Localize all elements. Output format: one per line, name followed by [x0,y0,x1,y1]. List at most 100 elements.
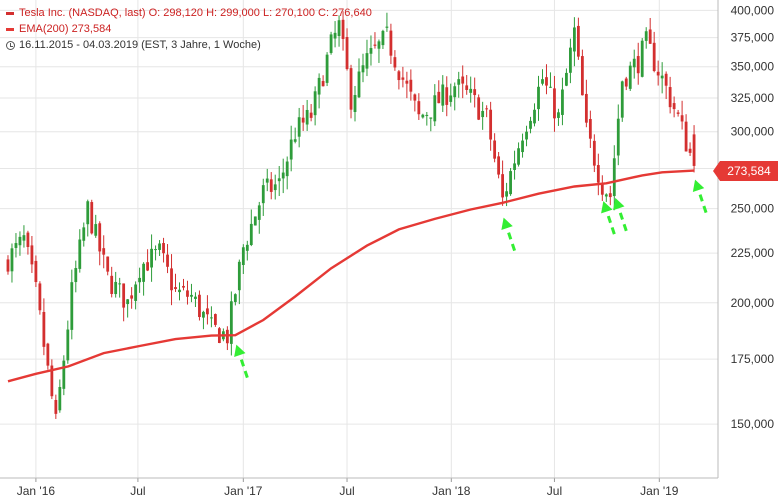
candle-body [194,296,197,299]
arrow-annotation [234,344,249,379]
candle-body [229,301,233,344]
candle-body [293,139,297,142]
candle-body [265,178,269,183]
candle-body [22,235,26,241]
candle-body [245,244,249,251]
candle-body [373,44,377,46]
candle-body [429,117,433,119]
candle-body [533,109,536,124]
candle-body [541,79,544,84]
candle-body [445,87,449,105]
candle-body [405,80,409,84]
x-tick-label: Jul [547,484,562,498]
candle-body [664,73,668,86]
candle-body [206,308,209,315]
candle-body [465,85,469,90]
candle-body [385,26,389,28]
candle-body [74,268,78,283]
candle-body [569,47,572,73]
candle-body [122,283,126,308]
candle-body [38,283,42,311]
candle-body [237,261,241,291]
candle-body [261,185,265,204]
arrow-annotation [601,201,616,235]
candle-body [369,48,373,54]
candle-body [66,329,70,361]
candle-body [58,387,62,411]
candle-body [289,139,293,160]
candle-body [481,110,485,118]
candle-body [557,112,560,118]
candle-body [668,87,672,108]
y-tick-label: 375,000 [731,31,775,45]
candle-body [553,88,556,119]
y-tick-label: 250,000 [731,202,775,216]
candle-body [18,236,22,246]
ema-swatch-icon [6,27,14,31]
y-tick-label: 150,000 [731,417,775,431]
candle-body [640,40,644,77]
candle-body [477,97,481,120]
candle-body [317,77,321,95]
candle-body [684,121,688,152]
y-tick-label: 350,000 [731,60,775,74]
legend-ema-row: EMA(200) 273,584 [6,21,372,37]
candle-body [182,285,185,288]
arrow-shaft [696,186,708,214]
candle-body [14,243,18,248]
candle-body [389,30,393,56]
candle-body [361,65,365,73]
candle-body [449,95,453,102]
candle-body [612,158,616,197]
candle-body [365,53,369,69]
candle-body [517,148,520,165]
y-tick-label: 325,000 [731,91,775,105]
arrow-head [613,197,625,211]
candle-body [656,71,660,76]
candle-body [102,248,106,255]
candle-body [596,165,600,183]
arrow-annotation [613,197,628,232]
candle-body [241,247,245,266]
candle-body [584,93,588,123]
candle-body [42,311,46,347]
candle-body [616,118,620,156]
candle-body [138,277,142,283]
candle-body [110,275,114,294]
candle-body [341,19,345,39]
candle-body [249,223,253,245]
candle-body [493,140,497,159]
x-tick-label: Jan '18 [432,484,471,498]
candle-body [457,79,461,85]
candle-body [636,56,640,74]
candle-body [513,163,516,170]
arrow-head [501,217,513,230]
candle-body [321,81,325,87]
candle-body [158,243,161,250]
candle-body [620,81,624,118]
candle-body [600,184,604,195]
candle-body [537,86,540,110]
candle-body [676,112,680,114]
candle-body [333,32,337,39]
candle-body [529,120,532,129]
arrow-annotation [501,217,517,252]
candle-body [90,202,94,234]
arrow-shaft [616,204,628,232]
candle-body [253,216,257,226]
candle-body [210,317,213,319]
candle-body [86,201,90,225]
candle-body [401,77,405,80]
ema-line [7,169,695,383]
candle-body [624,78,628,87]
arrow-head [601,201,613,214]
candle-body [269,179,273,192]
candle-body [285,161,289,177]
candle-body [166,254,169,267]
candle-body [325,54,329,83]
candle-body [604,194,608,197]
arrow-head [692,179,705,192]
candle-body [393,57,397,68]
candle-body [34,260,38,283]
